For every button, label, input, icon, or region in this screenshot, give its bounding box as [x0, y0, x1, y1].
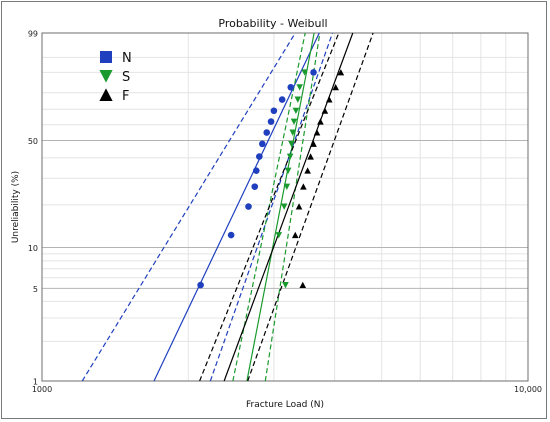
data-point-f [337, 69, 345, 76]
data-point-f [321, 107, 329, 114]
data-point-s [286, 153, 294, 160]
data-point-s [280, 203, 288, 210]
x-tick-label: 1000 [32, 385, 52, 394]
data-point-f [300, 183, 307, 190]
fit-line-n [153, 32, 320, 382]
data-point-s [290, 118, 298, 125]
data-point-s [275, 232, 283, 239]
data-point-s [288, 140, 295, 148]
legend-label-s: S [122, 70, 130, 85]
data-point-f [307, 153, 314, 160]
data-point-s [289, 129, 297, 136]
data-point-n [251, 183, 259, 190]
data-point-n [287, 83, 295, 91]
y-tick-label: 10 [28, 244, 38, 253]
confidence-bound-n [209, 32, 334, 382]
confidence-bound-f [247, 32, 374, 382]
data-point-f [304, 167, 311, 174]
y-tick-label: 99 [28, 30, 38, 39]
data-point-n [278, 96, 286, 103]
data-point-n [227, 231, 235, 239]
x-axis-label: Fracture Load (N) [246, 400, 324, 410]
x-tick-label: 10,000 [514, 385, 542, 394]
data-point-s [301, 69, 308, 76]
confidence-bound-n [81, 32, 296, 382]
data-point-s [292, 107, 300, 115]
data-point-n [310, 69, 317, 76]
data-point-f [317, 118, 324, 125]
y-axis-label: Unreliability (%) [11, 171, 21, 243]
data-point-f [291, 231, 299, 239]
data-point-n [263, 129, 271, 136]
legend-label-n: N [122, 51, 132, 66]
fit-line-s [246, 32, 315, 382]
data-point-n [252, 167, 260, 174]
chart-title: Probability - Weibull [218, 17, 327, 30]
data-point-n [197, 281, 204, 289]
data-point-s [294, 96, 302, 103]
data-point-f [310, 140, 317, 147]
data-point-n [267, 118, 275, 125]
legend-marker-n [100, 51, 112, 63]
legend-marker-s [99, 70, 113, 83]
data-point-f [295, 203, 303, 210]
data-point-f [332, 83, 339, 91]
data-point-n [259, 140, 266, 148]
legend-marker-f [99, 88, 113, 101]
data-point-f [299, 281, 307, 289]
data-point-n [245, 203, 252, 210]
data-point-s [296, 84, 303, 91]
fit-line-f [223, 32, 354, 382]
y-tick-label: 50 [28, 137, 38, 146]
data-point-f [325, 96, 333, 103]
y-tick-label: 5 [33, 285, 38, 294]
data-point-n [270, 107, 278, 115]
data-point-n [256, 153, 263, 160]
data-point-s [283, 183, 291, 190]
data-point-s [284, 167, 292, 174]
y-tick-label: 1 [33, 378, 38, 387]
data-point-s [282, 282, 289, 289]
plot-border [41, 32, 529, 382]
confidence-bound-s [264, 32, 321, 382]
confidence-bound-f [199, 32, 340, 382]
legend-label-f: F [122, 89, 129, 104]
data-point-f [313, 129, 321, 136]
